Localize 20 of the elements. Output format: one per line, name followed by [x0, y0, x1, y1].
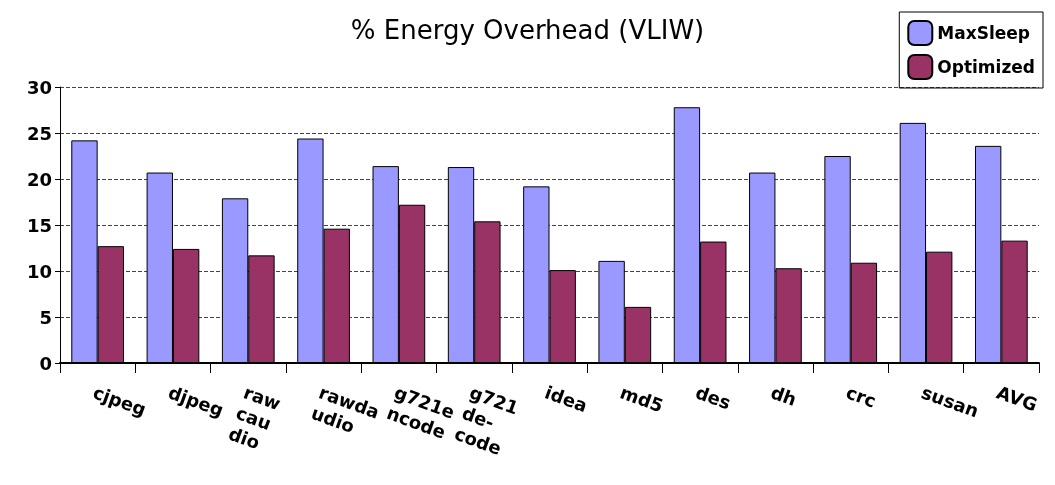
y-tick-label: 0	[39, 352, 52, 374]
x-tick-label: crc	[843, 381, 879, 412]
y-tick-label: 15	[26, 214, 52, 236]
y-tick-label: 10	[26, 260, 52, 282]
x-tick-label: raw cau dio	[225, 381, 284, 454]
x-tick-label: susan	[918, 381, 982, 422]
x-tick-label: des	[692, 381, 734, 414]
x-tick-label: idea	[542, 381, 591, 417]
y-tick-label: 20	[26, 168, 52, 190]
x-tick-label: md5	[617, 381, 667, 417]
y-tick-label: 25	[26, 122, 52, 144]
x-tick-label: rawda udio	[308, 381, 383, 438]
legend-label: MaxSleep	[937, 23, 1030, 43]
legend-label: Optimized	[937, 57, 1036, 77]
x-tick-label: AVG	[993, 381, 1041, 416]
x-tick-label: dh	[768, 381, 800, 410]
x-tick-label: cjpeg	[90, 381, 150, 420]
chart-title: % Energy Overhead (VLIW)	[350, 15, 705, 45]
y-tick-label: 5	[39, 306, 52, 328]
y-tick-label: 30	[26, 76, 52, 98]
